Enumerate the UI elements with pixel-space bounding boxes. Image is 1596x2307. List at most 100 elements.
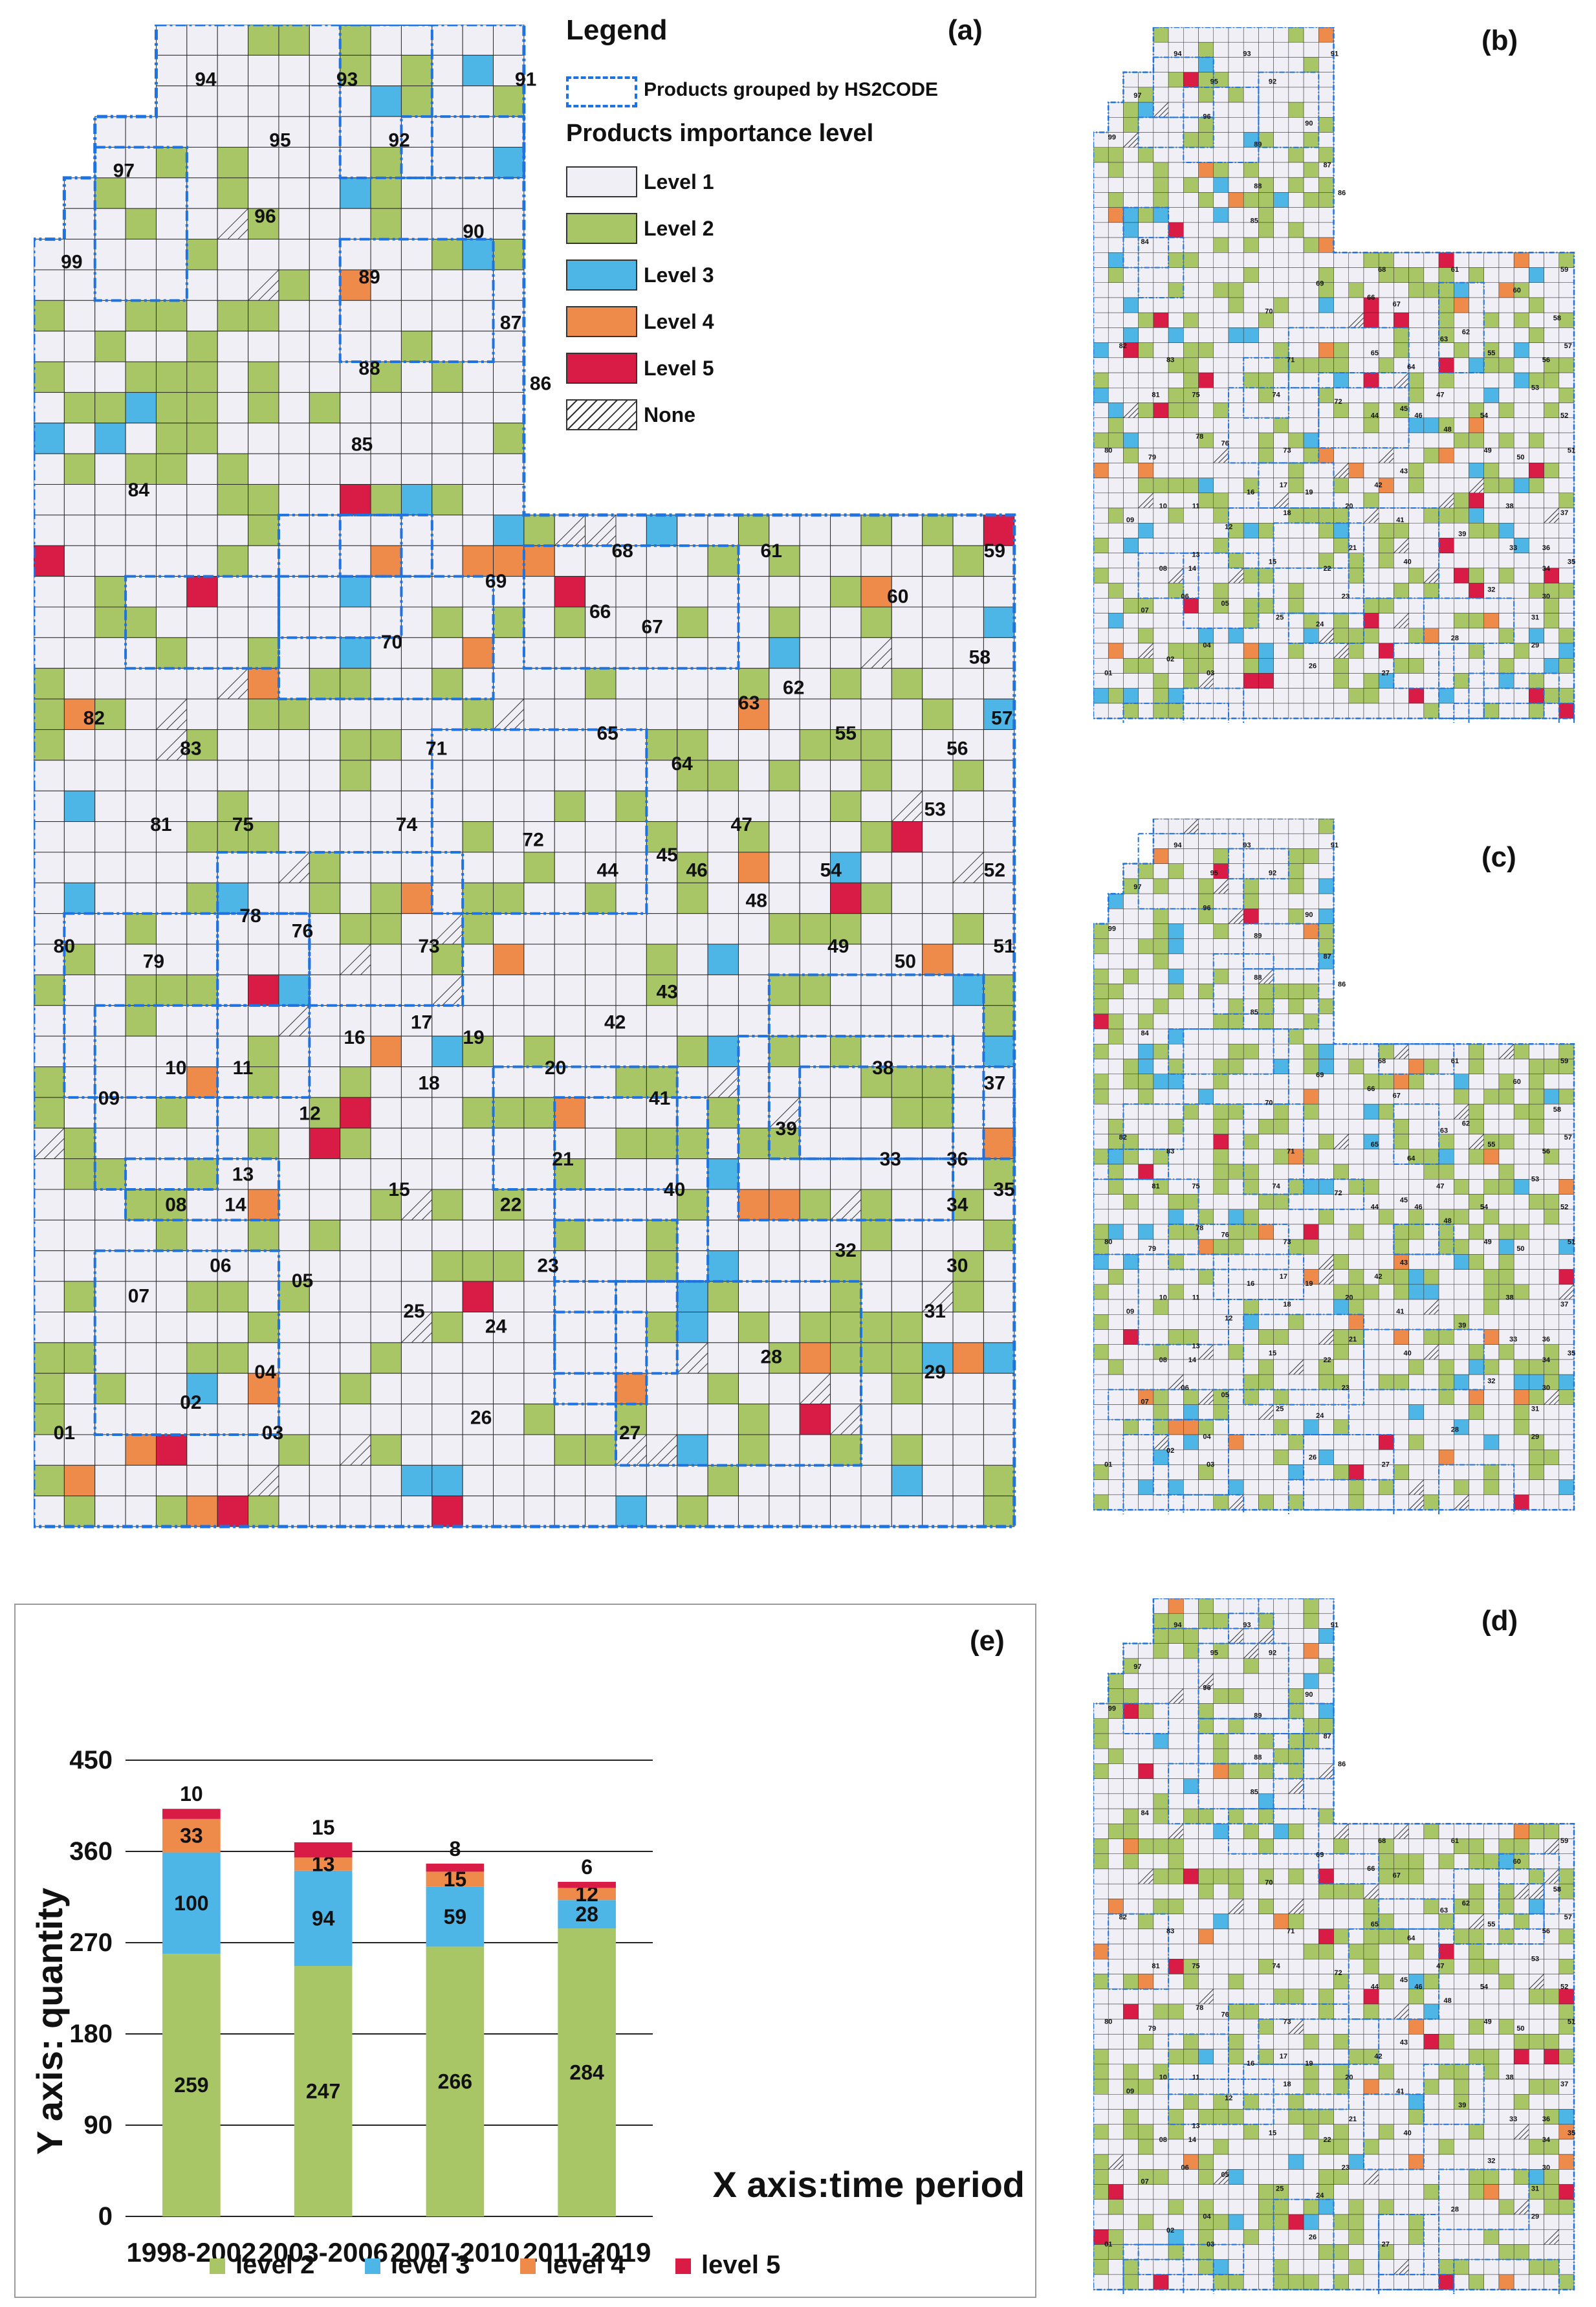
map-cell [1483, 1434, 1500, 1450]
map-cell [1438, 613, 1454, 629]
hs2code-label: 72 [1334, 1189, 1342, 1197]
map-cell [1168, 1718, 1184, 1734]
hatch-line [299, 872, 310, 883]
map-cell [155, 453, 188, 485]
hs2code-label: 25 [403, 1301, 424, 1322]
map-cell [1454, 1974, 1469, 1989]
map-cell [1138, 1103, 1154, 1120]
map-cell [63, 239, 96, 270]
map-cell [1423, 1209, 1439, 1225]
map-cell [94, 361, 126, 393]
map-cell [155, 1219, 188, 1252]
map-cell [1333, 1254, 1349, 1270]
map-cell [1213, 1088, 1229, 1105]
map-cell [248, 239, 279, 270]
legend-title: Legend [566, 14, 668, 46]
hatch-line [1368, 513, 1379, 524]
hs2code-label: 30 [1542, 593, 1550, 601]
map-cell [1153, 1733, 1169, 1749]
map-cell [34, 331, 65, 362]
map-cell [1303, 568, 1319, 584]
map-cell [1258, 192, 1274, 208]
map-cell [125, 331, 157, 362]
hatch-line [1348, 312, 1364, 328]
map-cell [677, 790, 708, 822]
hs2code-label: 82 [1119, 1134, 1127, 1142]
map-cell [1378, 1209, 1394, 1225]
map-cell [125, 821, 157, 853]
map-cell [1318, 1778, 1334, 1794]
map-cell [432, 760, 463, 791]
map-cell [1498, 1434, 1514, 1450]
map-cell [1303, 1044, 1319, 1059]
map-cell [155, 882, 188, 914]
map-cell [1544, 657, 1560, 674]
map-cell [493, 208, 525, 240]
map-cell [462, 392, 494, 424]
hs2code-label: 94 [1174, 842, 1182, 850]
hs2code-group-outline [338, 25, 433, 179]
map-cell [983, 1005, 1015, 1037]
hatch-line [809, 1383, 831, 1404]
map-cell [1198, 327, 1214, 343]
map-cell [1348, 1374, 1364, 1390]
map-cell [1288, 162, 1304, 178]
map-cell [1093, 1914, 1109, 1930]
map-cell [1123, 1943, 1139, 1959]
map-cell [1288, 1688, 1304, 1704]
map-cell [1394, 432, 1409, 448]
map-cell [1228, 688, 1244, 704]
map-cell [1513, 688, 1529, 704]
map-cell [462, 177, 494, 209]
map-cell [1108, 582, 1124, 599]
map-cell [309, 545, 341, 577]
map-cell [1558, 1209, 1575, 1225]
hs2code-group-outline [1243, 1314, 1364, 1406]
map-cell [432, 1281, 463, 1312]
map-cell [1108, 1103, 1124, 1120]
hatch-line [1198, 1673, 1214, 1689]
map-cell [952, 1496, 984, 1527]
hatch-line [1568, 1294, 1575, 1300]
map-cell [1318, 237, 1334, 253]
map-cell [1303, 1494, 1319, 1510]
map-cell [1183, 312, 1199, 328]
map-cell [1408, 568, 1425, 584]
map-cell [186, 637, 218, 669]
map-cell [1093, 1868, 1109, 1884]
map-cell [1213, 673, 1229, 689]
map-cell [1123, 1374, 1139, 1390]
map-cell [1108, 192, 1124, 208]
map-cell [1198, 1013, 1214, 1030]
hatch-line [1158, 1439, 1169, 1450]
map-cell [1183, 1613, 1199, 1629]
map-cell [1303, 1643, 1319, 1659]
hatch-line [1398, 617, 1409, 629]
map-cell [1469, 1868, 1484, 1884]
map-cell [1363, 1239, 1379, 1255]
map-cell [1498, 1914, 1514, 1930]
map-cell [1348, 657, 1364, 674]
map-cell [1363, 1494, 1379, 1510]
map-cell [707, 1404, 739, 1435]
map-cell [1303, 848, 1319, 864]
map-cell [738, 852, 770, 883]
map-cell [1123, 237, 1139, 253]
map-cell [278, 668, 310, 700]
map-cell [1423, 538, 1439, 553]
map-cell [1243, 848, 1259, 864]
hs2code-group-outline [1393, 643, 1455, 689]
map-cell [1183, 1763, 1199, 1779]
map-cell [1258, 417, 1274, 434]
map-cell [677, 606, 708, 638]
map-cell [1529, 1254, 1544, 1270]
map-cell [34, 668, 65, 700]
map-cell [63, 1250, 96, 1282]
map-cell [1123, 102, 1139, 118]
map-cell [1213, 87, 1229, 103]
hatch-line [1503, 1048, 1514, 1059]
map-cell [1123, 1434, 1139, 1450]
map-cell [125, 300, 157, 332]
map-cell [1138, 162, 1154, 178]
map-cell [1558, 703, 1575, 719]
